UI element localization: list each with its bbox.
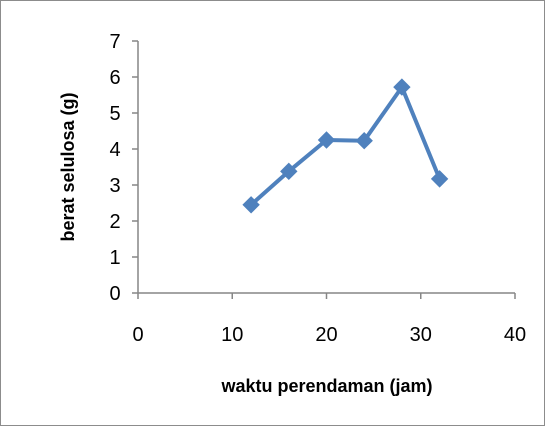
y-tick-label: 1 <box>109 247 120 269</box>
y-tick-label: 4 <box>109 139 120 161</box>
y-tick-label: 6 <box>109 67 120 89</box>
data-point-marker <box>280 162 298 181</box>
x-tick-label: 30 <box>410 324 432 346</box>
data-point-marker <box>393 78 411 96</box>
x-tick-label: 0 <box>132 324 143 346</box>
x-tick-label: 10 <box>221 324 243 346</box>
x-tick-label: 20 <box>315 324 337 346</box>
series-line <box>249 85 442 207</box>
data-point-marker <box>355 132 373 150</box>
data-point-marker <box>430 170 449 188</box>
y-tick-label: 2 <box>109 211 120 233</box>
y-axis-title: berat selulosa (g) <box>58 92 78 241</box>
x-tick-label: 40 <box>504 324 526 346</box>
y-tick-label: 5 <box>109 103 120 125</box>
y-tick-label: 7 <box>109 31 120 53</box>
series-layer <box>242 78 449 214</box>
y-tick-label: 0 <box>109 283 120 305</box>
data-point-marker <box>317 131 336 149</box>
axes: 0 1 2 3 4 5 6 7 0 10 20 30 40 <box>109 31 526 346</box>
data-point-marker <box>242 196 260 214</box>
x-axis-title: waktu perendaman (jam) <box>220 376 432 396</box>
y-tick-label: 3 <box>109 175 120 197</box>
